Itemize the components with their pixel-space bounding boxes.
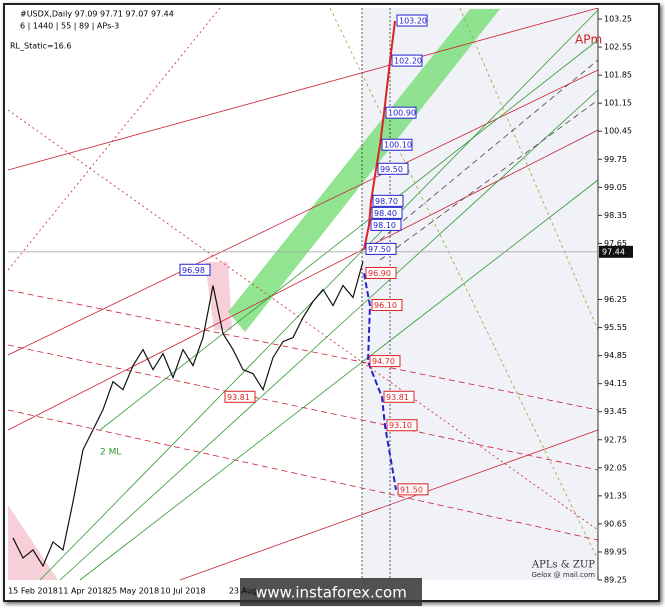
trendline — [99, 39, 599, 431]
forecast-zone — [362, 8, 598, 580]
level-label: 96.98 — [182, 266, 205, 275]
chart-title: #USDX,Daily 97.09 97.71 97.07 97.44 — [20, 10, 174, 19]
level-label: 98.70 — [375, 197, 398, 206]
apm-label: APm — [575, 33, 602, 47]
trendline — [379, 99, 599, 261]
y-tick-label: 92.75 — [604, 435, 627, 444]
level-box — [369, 355, 401, 368]
trendlines — [7, 7, 599, 581]
level-label: 103.20 — [399, 17, 427, 26]
level-box — [386, 419, 418, 432]
level-box — [396, 14, 428, 27]
level-label: 93.81 — [386, 393, 409, 402]
level-box — [224, 390, 256, 403]
author: Gelox @ mail.com — [531, 571, 595, 579]
y-tick-label: 101.15 — [604, 99, 632, 108]
level-label: 93.10 — [389, 421, 412, 430]
y-tick-label: 102.55 — [604, 43, 632, 52]
x-tick-label: 15 Feb 2018 — [8, 587, 58, 596]
level-label: 96.10 — [374, 301, 397, 310]
x-tick-label: 25 May 2018 — [107, 587, 159, 596]
level-box — [377, 162, 409, 175]
forecast-up — [363, 20, 396, 250]
y-tick-label: 92.05 — [604, 463, 627, 472]
level-box — [397, 483, 429, 496]
level-box — [179, 263, 211, 276]
level-label: 94.70 — [372, 357, 395, 366]
subtitle: 6 | 1440 | 55 | 89 | APs-3 — [20, 22, 119, 31]
watermark-box — [240, 578, 422, 606]
last-price-label: 97.44 — [602, 247, 625, 256]
trendline — [7, 7, 221, 271]
trendline — [459, 7, 599, 331]
x-tick-label: 23 Aug — [229, 587, 257, 596]
y-tick-label: 93.45 — [604, 407, 627, 416]
level-box — [381, 138, 413, 151]
trendline — [59, 89, 599, 581]
y-tick-label: 94.15 — [604, 379, 627, 388]
price-line — [12, 261, 364, 568]
level-box — [391, 54, 423, 67]
level-label: 96.90 — [368, 269, 391, 278]
level-box — [371, 299, 403, 312]
y-tick-label: 91.35 — [604, 491, 627, 500]
y-tick-label: 89.95 — [604, 547, 627, 556]
trendline — [329, 7, 599, 561]
level-box — [385, 106, 417, 119]
watermark: www.instaforex.com — [255, 584, 407, 602]
last-price-box — [599, 245, 633, 258]
level-label: 98.10 — [373, 221, 396, 230]
trendline — [379, 59, 599, 241]
level-box — [383, 390, 415, 403]
trendline — [7, 289, 599, 411]
level-label: 100.10 — [384, 141, 412, 150]
y-tick-label: 96.25 — [604, 295, 627, 304]
y-tick-label: 98.35 — [604, 211, 627, 220]
y-tick-label: 90.65 — [604, 519, 627, 528]
level-box — [365, 242, 397, 255]
y-tick-label: 103.25 — [604, 15, 632, 24]
y-tick-label: 100.45 — [604, 127, 632, 136]
y-tick-label: 94.85 — [604, 351, 627, 360]
y-tick-label: 95.55 — [604, 323, 627, 332]
level-box — [371, 206, 403, 219]
level-label: 99.50 — [380, 165, 403, 174]
level-box — [365, 266, 397, 279]
green-channel — [228, 9, 500, 332]
level-box — [370, 218, 402, 231]
level-box — [372, 194, 404, 207]
indicator: RL_Static=16.6 — [10, 42, 71, 51]
level-label: 98.40 — [374, 209, 397, 218]
y-tick-label: 101.85 — [604, 71, 632, 80]
trendline — [79, 179, 599, 581]
level-label: 97.50 — [368, 245, 391, 254]
forecast-down — [363, 273, 397, 491]
trendline — [7, 7, 599, 171]
y-tick-label: 89.25 — [604, 576, 627, 585]
x-tick-label: 11 Apr 2018 — [58, 587, 107, 596]
brand: APLs & ZUP — [531, 560, 595, 571]
level-label: 91.50 — [400, 485, 423, 494]
level-label: 93.81 — [227, 393, 250, 402]
level-label: 100.90 — [388, 109, 416, 118]
y-tick-label: 99.75 — [604, 155, 627, 164]
trendline — [7, 409, 599, 541]
trendline — [7, 109, 599, 531]
pink-zone — [205, 262, 232, 330]
x-tick-label: 10 Jul 2018 — [160, 587, 205, 596]
y-tick-label: 97.65 — [604, 239, 627, 248]
ml-label: 2 ML — [100, 448, 121, 458]
y-tick-label: 99.05 — [604, 183, 627, 192]
level-label: 102.20 — [394, 57, 422, 66]
